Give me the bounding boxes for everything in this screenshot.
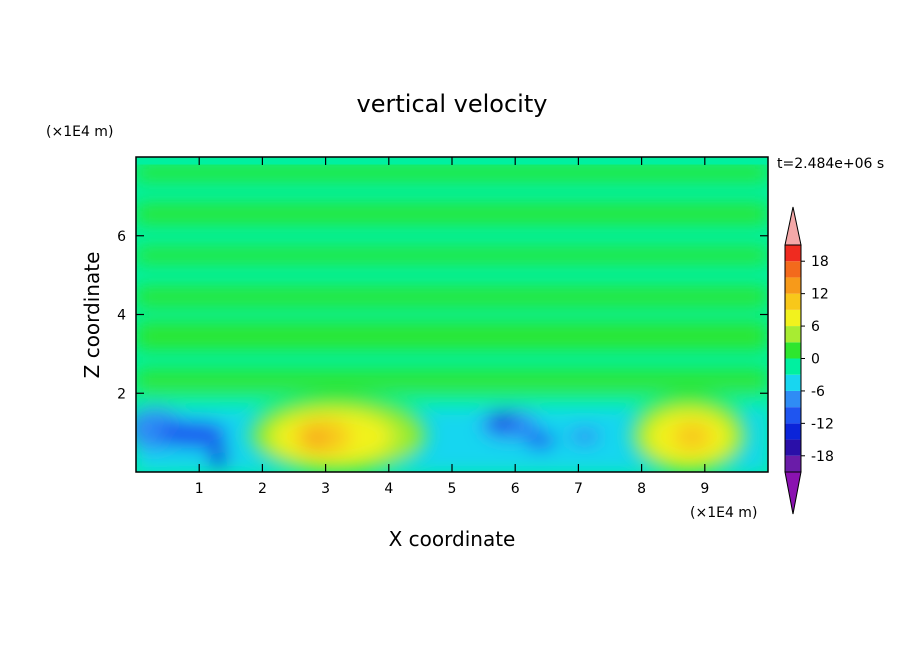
y-axis-unit: (×1E4 m) [46, 124, 113, 140]
field-contours [136, 164, 768, 472]
colorbar-over-arrow [784, 206, 802, 246]
downdraft-contour [158, 420, 228, 449]
colorbar-swatch [785, 309, 801, 327]
downdraft-core [491, 412, 514, 429]
y-axis-label: Z coordinate [80, 252, 104, 379]
velocity-field [136, 157, 768, 472]
x-axis-unit: (×1E4 m) [690, 505, 757, 521]
colorbar-swatch [785, 326, 801, 343]
colorbar-swatch [785, 358, 801, 375]
x-tick-label: 8 [637, 481, 646, 497]
colorbar-swatch [785, 245, 801, 262]
downdraft-contour [568, 428, 601, 445]
colorbar-tick-label: -6 [811, 384, 825, 400]
chart-title: vertical velocity [357, 90, 548, 118]
y-tick-label: 4 [117, 308, 126, 324]
field-band [136, 204, 768, 224]
x-tick-label: 1 [195, 481, 204, 497]
field-band [136, 164, 768, 181]
colorbar-swatch [785, 293, 801, 310]
colorbar-under-arrow [784, 471, 802, 515]
x-tick-label: 5 [448, 481, 457, 497]
colorbar-swatch [785, 423, 801, 440]
x-tick-label: 6 [511, 481, 520, 497]
x-tick-label: 2 [258, 481, 267, 497]
x-tick-label: 3 [321, 481, 330, 497]
field-band [136, 322, 768, 350]
colorbar: 18 12 6 0 -6 -12 -18 [784, 206, 834, 515]
colorbar-swatch [785, 277, 801, 294]
colorbar-tick-label: 0 [811, 352, 820, 368]
x-axis-label: X coordinate [389, 527, 516, 551]
colorbar-tick-label: -18 [811, 449, 834, 465]
colorbar-swatch [785, 455, 801, 472]
downdraft-contour [524, 431, 557, 450]
colorbar-tick-label: 12 [811, 287, 829, 303]
x-tick-label: 4 [384, 481, 393, 497]
downdraft-core [208, 444, 228, 469]
colorbar-tick-label: 6 [811, 319, 820, 335]
field-band [136, 286, 768, 307]
colorbar-tick-label: 18 [811, 254, 829, 270]
colorbar-swatch [785, 439, 801, 456]
colorbar-swatch [785, 407, 801, 424]
x-tick-label: 7 [574, 481, 583, 497]
updraft-core [306, 430, 326, 447]
y-axis: 2 4 6 [117, 229, 768, 402]
x-tick-label: 9 [700, 481, 709, 497]
colorbar-swatch [785, 374, 801, 391]
time-label: t=2.484e+06 s [777, 156, 884, 172]
colorbar-swatch [785, 342, 801, 359]
field-band [136, 369, 768, 394]
y-tick-label: 6 [117, 229, 126, 245]
colorbar-swatch [785, 261, 801, 278]
colorbar-swatch [785, 390, 801, 408]
field-band [136, 247, 768, 264]
x-axis: 1 2 3 4 5 6 7 8 9 [195, 157, 709, 497]
y-tick-label: 2 [117, 386, 126, 402]
colorbar-tick-label: -12 [811, 416, 834, 432]
updraft-core [673, 422, 712, 451]
